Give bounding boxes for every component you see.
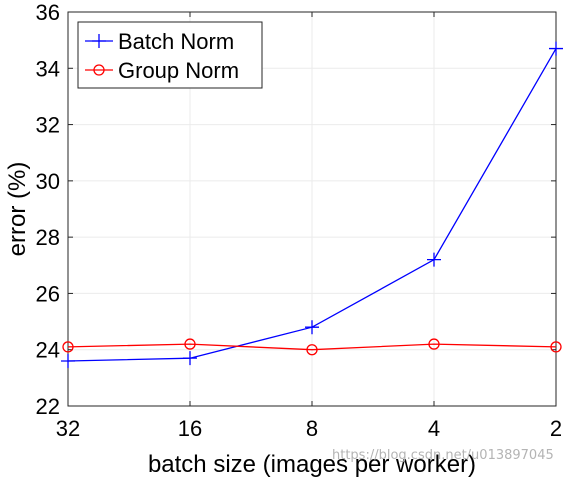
x-tick-label: 16 — [178, 416, 202, 441]
x-tick-label: 4 — [428, 416, 440, 441]
data-point-group-norm — [184, 338, 196, 350]
x-tick-label: 32 — [56, 416, 80, 441]
y-tick-label: 28 — [36, 225, 60, 250]
watermark: https://blog.csdn.net/u013897045 — [332, 448, 554, 463]
y-tick-label: 34 — [36, 56, 60, 81]
legend-label-group-norm: Group Norm — [118, 58, 239, 83]
y-tick-label: 32 — [36, 113, 60, 138]
x-axis-title: batch size (images per worker) — [148, 451, 476, 478]
y-tick-label: 26 — [36, 281, 60, 306]
legend-plus-marker — [92, 34, 106, 48]
legend-box — [77, 21, 263, 89]
data-point-group-norm — [428, 338, 440, 350]
y-axis-title: error (%) — [4, 162, 31, 257]
legend: Batch Norm Group Norm — [77, 21, 263, 89]
series-layer — [61, 41, 563, 368]
data-point-group-norm — [550, 341, 562, 353]
data-point-batch-norm — [427, 252, 441, 267]
data-point-batch-norm — [183, 351, 197, 366]
legend-label-batch-norm: Batch Norm — [118, 29, 234, 54]
data-point-group-norm — [62, 341, 74, 353]
legend-circle-marker — [93, 64, 105, 76]
x-tick-label: 2 — [550, 416, 562, 441]
series-batch-norm — [61, 41, 563, 368]
y-tick-label: 22 — [36, 394, 60, 419]
data-point-batch-norm — [305, 320, 319, 335]
x-tick-label: 8 — [306, 416, 318, 441]
y-tick-label: 36 — [36, 0, 60, 25]
y-tick-label: 30 — [36, 169, 60, 194]
data-point-group-norm — [306, 344, 318, 356]
series-line-group-norm — [67, 343, 557, 351]
y-tick-label: 24 — [36, 338, 60, 363]
axis-ticks: 22 24 26 28 30 32 34 36 32 16 8 4 2 — [36, 0, 563, 441]
series-group-norm — [62, 338, 562, 356]
data-point-batch-norm — [61, 353, 75, 368]
data-point-batch-norm — [549, 41, 563, 56]
